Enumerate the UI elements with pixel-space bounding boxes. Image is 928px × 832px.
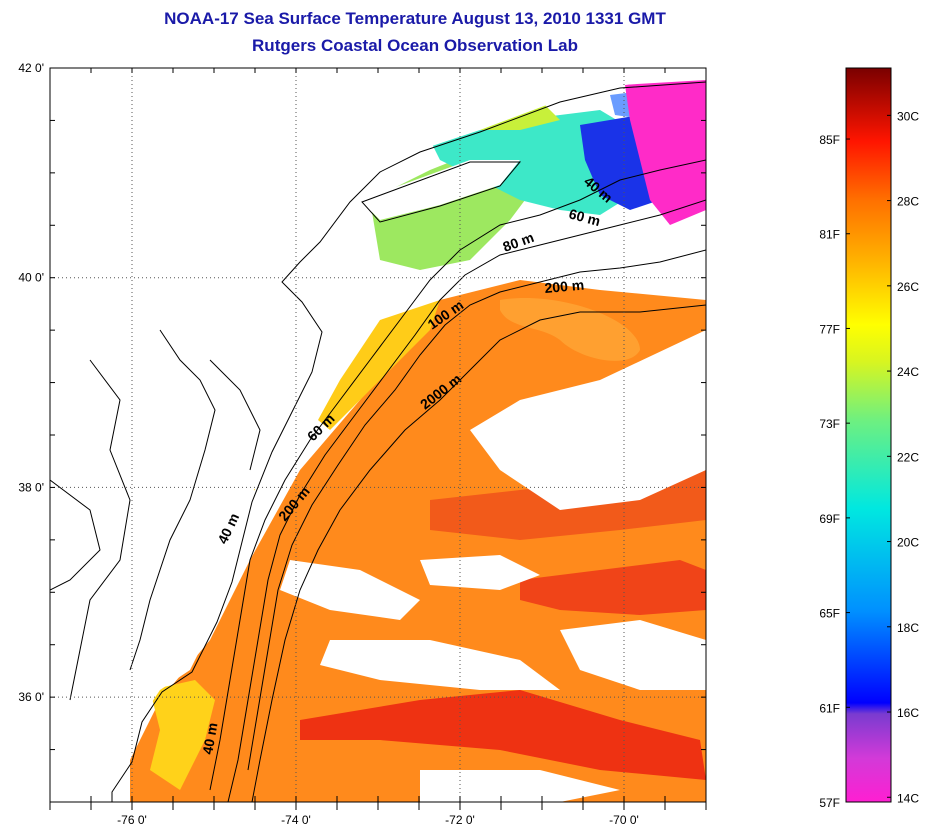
sst-field — [50, 68, 706, 802]
colorbar-label-c: 22C — [897, 450, 919, 464]
colorbar-label-f: 69F — [819, 512, 840, 526]
colorbar-label-c: 18C — [897, 621, 919, 635]
colorbar-label-f: 85F — [819, 133, 840, 147]
latitude-label: 36 0' — [18, 690, 44, 704]
colorbar-label-f: 65F — [819, 607, 840, 621]
colorbar-celsius-labels: 30C 28C 26C 24C 22C 20C 18C 16C 14C — [887, 109, 919, 805]
colorbar-label-f: 81F — [819, 228, 840, 242]
colorbar-label-c: 24C — [897, 365, 919, 379]
latitude-label: 40 0' — [18, 271, 44, 285]
longitude-label: -74 0' — [281, 813, 311, 827]
colorbar-label-f: 73F — [819, 417, 840, 431]
latitude-label: 38 0' — [18, 480, 44, 494]
longitude-label: -70 0' — [609, 813, 639, 827]
colorbar-label-f: 57F — [819, 796, 840, 810]
colorbar-label-c: 26C — [897, 280, 919, 294]
latitude-labels: 42 0' 40 0' 38 0' 36 0' — [18, 61, 44, 704]
longitude-labels: -76 0' -74 0' -72 0' -70 0' — [117, 813, 639, 827]
colorbar-label-c: 30C — [897, 109, 919, 123]
longitude-label: -76 0' — [117, 813, 147, 827]
colorbar-fahrenheit-labels: 85F 81F 77F 73F 69F 65F 61F 57F — [819, 133, 850, 810]
longitude-label: -72 0' — [445, 813, 475, 827]
colorbar-label-c: 20C — [897, 536, 919, 550]
latitude-label: 42 0' — [18, 61, 44, 75]
colorbar-label-c: 16C — [897, 706, 919, 720]
colorbar-label-f: 77F — [819, 322, 840, 336]
colorbar-label-c: 14C — [897, 791, 919, 805]
colorbar-label-c: 28C — [897, 195, 919, 209]
colorbar-label-f: 61F — [819, 701, 840, 715]
colorbar — [846, 68, 891, 802]
